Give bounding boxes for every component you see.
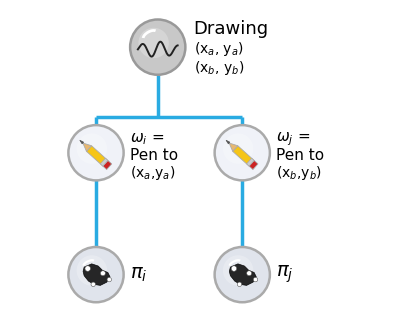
Text: $\pi_i$: $\pi_i$ [130,265,148,284]
Text: $\pi_j$: $\pi_j$ [276,264,294,285]
Circle shape [138,28,169,58]
Text: Drawing: Drawing [194,20,269,38]
Text: Pen to: Pen to [276,149,324,163]
Polygon shape [226,140,230,144]
Circle shape [77,133,107,164]
Polygon shape [229,264,256,285]
Polygon shape [86,146,108,166]
Text: (x$_b$,y$_b$): (x$_b$,y$_b$) [276,164,322,182]
Polygon shape [249,161,258,170]
Polygon shape [229,143,238,151]
Text: (x$_a$,y$_a$): (x$_a$,y$_a$) [130,164,176,182]
Circle shape [215,125,270,180]
Circle shape [68,125,124,180]
Polygon shape [100,158,108,166]
Circle shape [247,271,252,276]
Circle shape [91,282,96,287]
Circle shape [223,133,253,164]
Circle shape [85,266,90,271]
Polygon shape [83,143,92,151]
Circle shape [68,247,124,302]
Polygon shape [233,146,254,166]
Circle shape [130,20,185,75]
Circle shape [237,282,242,287]
Circle shape [77,255,107,286]
Circle shape [100,271,105,276]
Text: (x$_b$, y$_b$): (x$_b$, y$_b$) [194,59,244,77]
Polygon shape [80,140,84,144]
Polygon shape [103,161,112,170]
Text: $\omega_j$ =: $\omega_j$ = [276,130,310,148]
Circle shape [231,266,237,271]
Text: (x$_a$, y$_a$): (x$_a$, y$_a$) [194,40,243,58]
Circle shape [223,255,253,286]
Circle shape [253,278,258,282]
Polygon shape [246,158,254,166]
Circle shape [107,278,112,282]
Polygon shape [83,264,110,285]
Text: $\omega_i$ =: $\omega_i$ = [130,131,164,147]
Text: Pen to: Pen to [130,149,178,163]
Circle shape [215,247,270,302]
